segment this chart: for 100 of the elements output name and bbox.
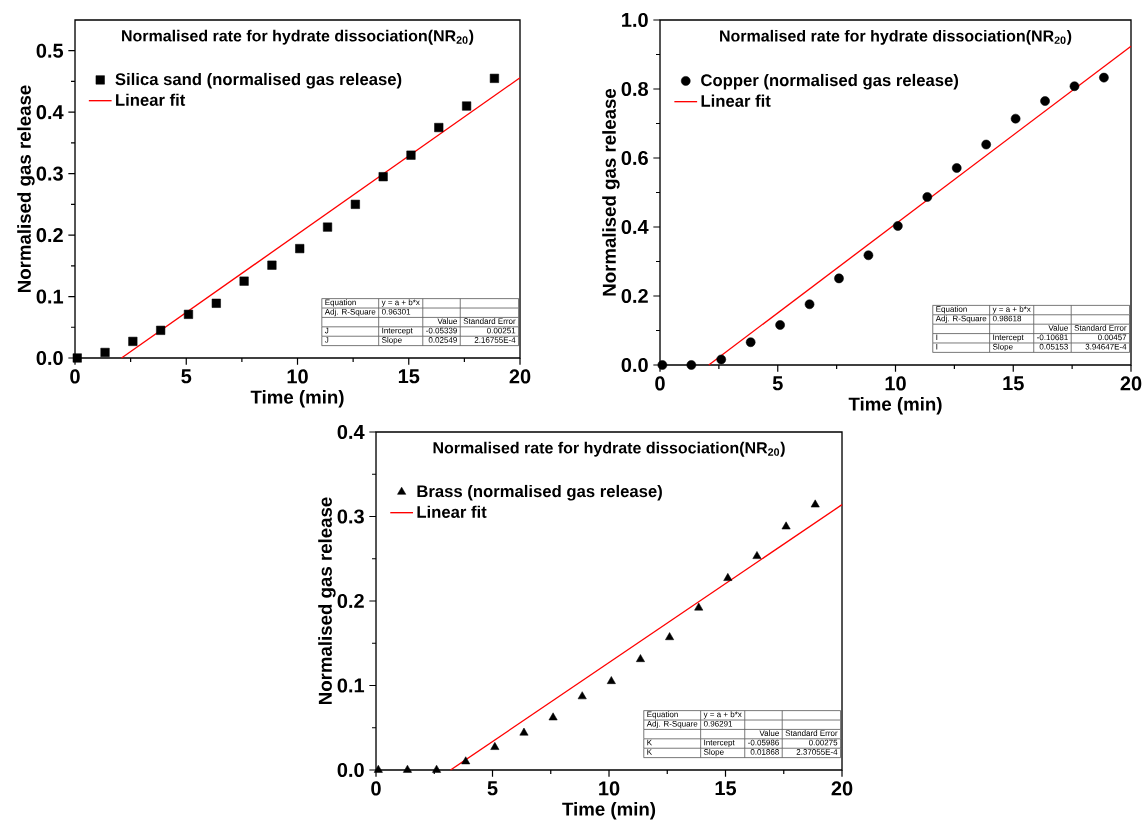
point [267,260,277,270]
x-tick-label: 0 [371,781,381,796]
annotation: 2.16755E-4 [474,337,516,343]
x-tick-label: 20 [831,781,853,796]
y-tick-label: 1.0 [622,12,648,28]
y-tick-label: 0.1 [36,289,64,304]
annotation: 0.05153 [1039,343,1068,350]
annotation: Standard Error [1074,324,1127,331]
legend-label: Brass (normalised gas release) [417,484,662,501]
y-tick-label: 0.2 [621,288,648,304]
point [1099,72,1109,83]
point [745,337,756,348]
annotation: Intercept [382,327,413,335]
x-axis-title: Time (min) [848,397,942,415]
point [834,273,844,284]
annotation: 0.98618 [992,315,1022,322]
y-tick-label: 0.0 [621,357,648,373]
annotation: 0.02549 [428,337,457,343]
point [804,299,815,310]
x-tick-label: 10 [287,369,308,384]
point [434,123,444,133]
annotation: y = a + b*x [703,711,742,719]
annotation: 2.37055E-4 [796,749,838,755]
annotation: Equation [325,299,356,307]
annotation: K [647,739,652,746]
annotation: Adj. R-Square [324,308,376,317]
annotation: J [324,337,329,343]
x-tick-label: 10 [885,376,906,391]
y-tick-label: 0.3 [36,166,63,181]
y-tick-label: 0.1 [337,678,365,693]
annotation: y = a + b*x [381,299,420,307]
point [461,756,471,765]
y-tick-label: 0.2 [337,593,364,609]
annotation: Value [759,730,779,736]
point [1040,96,1050,106]
annotation: 0.96301 [381,308,411,315]
x-tick-label: 15 [715,781,737,796]
annotation: Standard Error [785,730,838,736]
point [775,320,785,330]
point [577,691,587,700]
x-tick-label: 20 [1120,376,1142,391]
annotation: Value [1048,324,1068,331]
y-tick-label: 0.4 [36,105,64,120]
y-tick-label: 0.0 [337,762,364,778]
y-tick-label: 0.0 [36,350,63,366]
point [694,602,704,611]
annotation: Intercept [704,739,735,747]
legend-label: Linear fit [417,505,487,518]
annotation: Standard Error [463,318,516,324]
annotation: Value [437,318,457,324]
point [548,712,558,721]
annotation: 0.96291 [703,720,733,727]
point [72,353,82,363]
x-tick-label: 5 [487,781,498,796]
point [810,499,820,508]
point [981,139,991,150]
annotation: I [936,334,938,341]
point [239,276,249,286]
point [378,172,388,182]
y-tick-label: 0.2 [36,227,63,243]
annotation: y = a + b*x [992,306,1031,314]
point [462,101,472,111]
annotation: Equation [647,711,678,719]
annotation: -0.10681 [1037,334,1068,341]
text: Normalised rate for hydrate dissociation(NR$_{20}$) [433,441,785,457]
point [128,336,138,346]
y-tick-label: 0.6 [621,150,648,166]
point [211,298,221,308]
annotation: Slope [703,748,724,757]
x-tick-label: 0 [70,369,80,384]
annotation: Adj. R-Square [935,315,987,323]
x-tick-label: 20 [509,369,531,384]
annotation: Slope [381,336,402,345]
y-tick-label: 0.4 [621,219,649,235]
point [373,764,383,773]
point [893,221,903,231]
point [432,764,442,773]
point [406,150,416,160]
x-tick-label: 15 [398,369,420,384]
point [489,73,499,83]
point [100,347,110,357]
text: Normalised rate for hydrate dissociation(NR$_{20}$) [720,29,1072,45]
point [156,325,166,335]
annotation: J [324,327,329,334]
point [350,199,360,209]
annotation: -0.05339 [426,327,457,334]
annotation: Intercept [993,334,1024,342]
point [519,727,529,736]
x-axis-title: Time (min) [250,390,344,408]
point [781,521,791,530]
annotation: 0.00275 [809,739,838,746]
annotation: Adj. R-Square [646,720,698,729]
point [606,676,616,684]
point [716,354,727,365]
y-axis-title: Normalised gas release [602,88,620,296]
point [636,654,645,662]
x-tick-label: 10 [599,781,620,796]
x-tick-label: 5 [772,376,783,391]
y-axis-title: Normalised gas release [17,85,35,293]
point [1010,113,1021,124]
